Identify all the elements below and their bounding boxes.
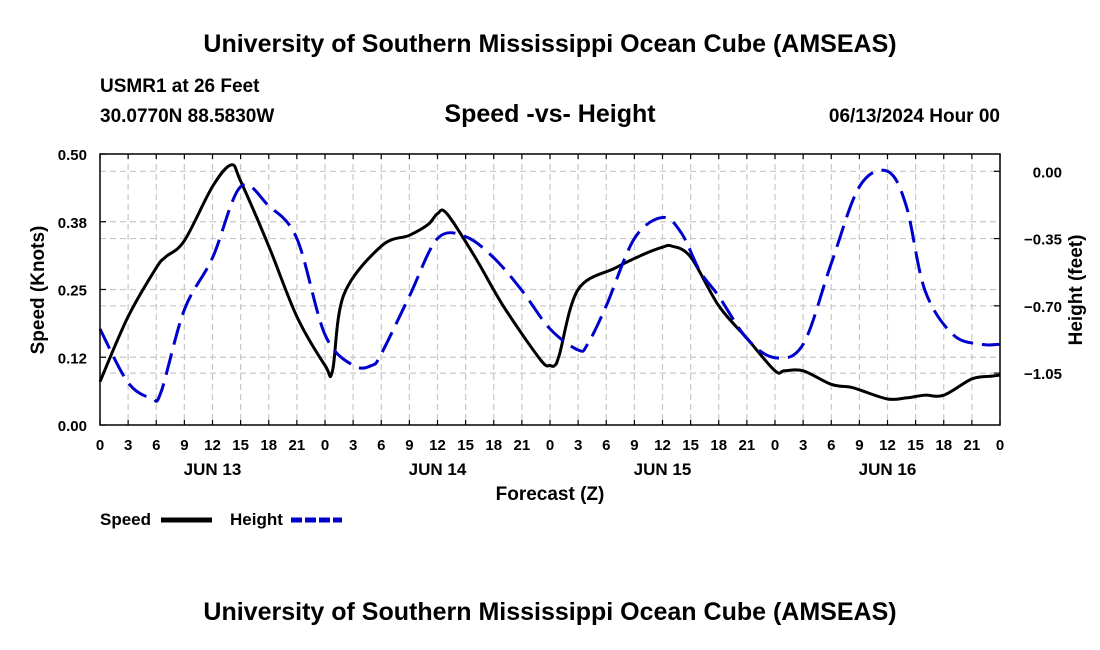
x-tick-label: 9: [855, 437, 863, 454]
x-tick-label: 18: [485, 437, 502, 454]
x-tick-label: 12: [654, 437, 671, 454]
x-tick-label: 6: [827, 437, 835, 454]
x-day-label: JUN 14: [409, 460, 467, 479]
x-axis-ticks: 0 3 6 9 12 15 18 21 0 3 6 9 12 15 18 21 0 3 6 9 12 15 18 21 0 3 6 9…: [96, 154, 1004, 454]
y-tick-label: 0.50: [58, 147, 87, 164]
legend-height-label: Height: [230, 510, 283, 529]
x-axis-day-labels: JUN 13 JUN 14 JUN 15 JUN 16: [184, 460, 917, 479]
x-tick-label: 9: [405, 437, 413, 454]
x-tick-label: 3: [799, 437, 807, 454]
y2-tick-label: −0.35: [1024, 232, 1062, 249]
x-tick-label: 12: [204, 437, 221, 454]
x-tick-label: 9: [180, 437, 188, 454]
x-tick-label: 15: [907, 437, 924, 454]
y-axis-title: Speed (Knots): [28, 226, 49, 355]
y2-tick-label: −1.05: [1024, 366, 1062, 383]
station-label: USMR1 at 26 Feet: [100, 76, 260, 97]
x-tick-label: 21: [964, 437, 981, 454]
x-tick-label: 6: [602, 437, 610, 454]
x-tick-label: 21: [739, 437, 756, 454]
x-tick-label: 6: [152, 437, 160, 454]
x-tick-label: 21: [514, 437, 531, 454]
x-day-label: JUN 13: [184, 460, 242, 479]
x-tick-label: 12: [429, 437, 446, 454]
station-coordinates: 30.0770N 88.5830W: [100, 106, 275, 127]
y-tick-label: 0.00: [58, 418, 87, 435]
y2-axis-title: Height (feet): [1066, 235, 1087, 346]
series-line-speed: [98, 163, 1001, 401]
chart-subtitle: Speed -vs- Height: [444, 100, 656, 128]
x-tick-label: 18: [935, 437, 952, 454]
series-line-height: [98, 168, 1001, 403]
legend-speed-label: Speed: [100, 510, 151, 529]
x-tick-label: 21: [289, 437, 306, 454]
x-tick-label: 0: [771, 437, 779, 454]
y-tick-label: 0.12: [58, 350, 87, 367]
x-tick-label: 3: [124, 437, 132, 454]
y-tick-label: 0.25: [58, 283, 87, 300]
x-tick-label: 6: [377, 437, 385, 454]
x-axis-title: Forecast (Z): [496, 484, 605, 505]
x-tick-label: 12: [879, 437, 896, 454]
x-tick-label: 15: [457, 437, 474, 454]
x-tick-label: 9: [630, 437, 638, 454]
x-tick-label: 0: [996, 437, 1004, 454]
y-axis-ticks: 0.00 0.12 0.25 0.38 0.50: [58, 147, 106, 435]
forecast-datetime: 06/13/2024 Hour 00: [828, 106, 1000, 127]
chart-main-title: University of Southern Mississippi Ocean…: [203, 30, 897, 58]
x-tick-label: 18: [260, 437, 277, 454]
x-tick-label: 3: [574, 437, 582, 454]
x-tick-label: 0: [96, 437, 104, 454]
x-tick-label: 18: [710, 437, 727, 454]
y-tick-label: 0.38: [58, 215, 87, 232]
y2-axis-ticks: 0.00 −0.35 −0.70 −1.05: [994, 164, 1062, 383]
x-day-label: JUN 16: [859, 460, 917, 479]
x-tick-label: 15: [232, 437, 249, 454]
x-tick-label: 0: [546, 437, 554, 454]
x-tick-label: 3: [349, 437, 357, 454]
footer-title: University of Southern Mississippi Ocean…: [203, 598, 897, 626]
x-tick-label: 0: [321, 437, 329, 454]
y2-tick-label: 0.00: [1033, 164, 1062, 181]
legend: Speed Height: [100, 510, 342, 529]
x-day-label: JUN 15: [634, 460, 692, 479]
y2-tick-label: −0.70: [1024, 299, 1062, 316]
x-tick-label: 15: [682, 437, 699, 454]
series-lines: [98, 163, 1001, 403]
